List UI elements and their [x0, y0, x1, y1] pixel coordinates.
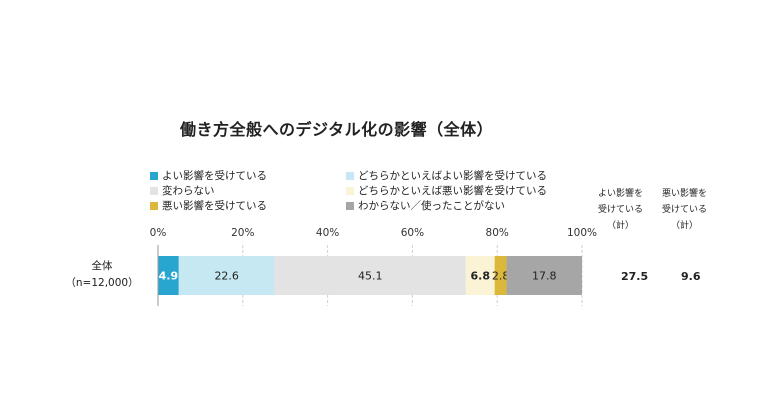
legend-label-somewhat-bad: どちらかといえば悪い影響を受けている [358, 185, 547, 197]
bar-value-label-3: 6.8 [470, 270, 490, 283]
x-tick-label-60: 60% [401, 227, 424, 239]
summary-header-bad-line1: 悪い影響を [662, 189, 708, 199]
summary-value-good: 27.5 [621, 270, 649, 283]
legend: よい影響を受けている 変わらない 悪い影響を受けている どちらかといえばよい影響… [150, 168, 570, 218]
summary-value-bad: 9.6 [681, 270, 701, 283]
legend-swatch-unchanged [150, 186, 158, 195]
summary-header-bad-line3: （計） [671, 221, 699, 231]
legend-item-good: よい影響を受けている [150, 168, 267, 183]
summary-header-good-line1: よい影響を [598, 189, 644, 199]
bar-value-label-5: 17.8 [532, 270, 557, 283]
legend-label-bad: 悪い影響を受けている [162, 200, 267, 212]
legend-label-good: よい影響を受けている [162, 170, 267, 182]
legend-item-unknown: わからない／使ったことがない [346, 198, 505, 213]
summary-header-good: よい影響を 受けている （計） [598, 186, 643, 234]
summary-header-bad: 悪い影響を 受けている （計） [662, 186, 707, 234]
bar-value-label-2: 45.1 [358, 270, 383, 283]
x-tick-label-0: 0% [150, 227, 167, 239]
bar-segment-0 [158, 256, 179, 295]
legend-label-unknown: わからない／使ったことがない [358, 200, 505, 212]
x-tick-label-20: 20% [231, 227, 254, 239]
legend-item-somewhat-bad: どちらかといえば悪い影響を受けている [346, 183, 547, 198]
bar-segment-4 [494, 256, 507, 295]
legend-swatch-bad [150, 201, 158, 210]
bar-segment-2 [274, 256, 466, 295]
x-tick-label-80: 80% [486, 227, 509, 239]
bar-value-label-0: 4.9 [159, 270, 179, 283]
bar-segment-1 [178, 256, 275, 295]
legend-item-bad: 悪い影響を受けている [150, 198, 267, 213]
legend-item-unchanged: 変わらない [150, 183, 215, 198]
summary-header-bad-line2: 受けている [662, 205, 708, 215]
summary-header-good-line2: 受けている [598, 205, 644, 215]
row-label-total: 全体 （n=12,000） [62, 258, 142, 292]
legend-swatch-good [150, 171, 158, 180]
legend-label-somewhat-good: どちらかといえばよい影響を受けている [358, 170, 547, 182]
chart-title: 働き方全般へのデジタル化の影響（全体） [180, 120, 494, 139]
legend-swatch-somewhat-good [346, 171, 354, 180]
legend-label-unchanged: 変わらない [162, 185, 215, 197]
legend-item-somewhat-good: どちらかといえばよい影響を受けている [346, 168, 547, 183]
bar-value-label-1: 22.6 [214, 270, 239, 283]
legend-swatch-unknown [346, 201, 354, 210]
summary-header-good-line3: （計） [607, 221, 635, 231]
row-label-total-line1: 全体 [91, 260, 113, 272]
bar-segment-3 [465, 256, 495, 295]
bar-value-label-4: 2.8 [492, 270, 510, 283]
x-tick-label-40: 40% [316, 227, 339, 239]
row-label-total-line2: （n=12,000） [65, 277, 139, 289]
x-tick-label-100: 100% [567, 227, 597, 239]
legend-swatch-somewhat-bad [346, 186, 354, 195]
bar-segment-5 [506, 256, 582, 295]
